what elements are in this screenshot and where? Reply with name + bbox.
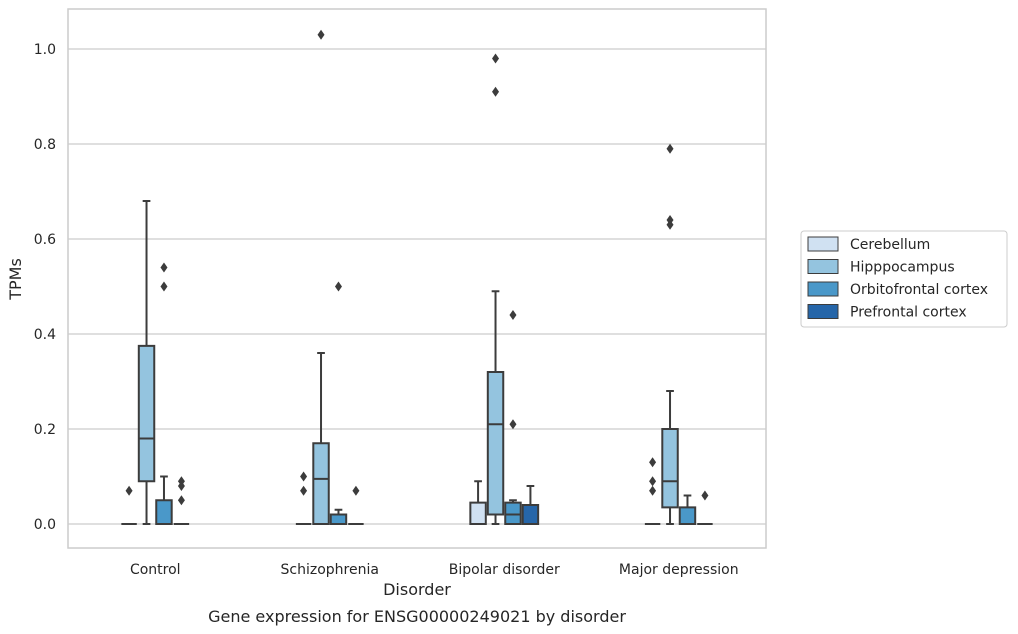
- legend-label: Prefrontal cortex: [850, 305, 967, 321]
- outlier-point: [317, 29, 325, 40]
- outlier-point: [492, 86, 500, 97]
- box-orbitofrontal-cortex: [678, 494, 697, 525]
- box-body: [312, 442, 330, 525]
- outlier-point: [125, 485, 133, 496]
- box-prefrontal-cortex: [697, 490, 713, 525]
- plot-frame: [67, 8, 767, 549]
- legend-frame: [800, 230, 1008, 328]
- legend-swatch: [807, 259, 839, 274]
- box-body: [504, 501, 522, 525]
- box-orbitofrontal-cortex: [155, 262, 173, 525]
- chart-caption: Gene expression for ENSG00000249021 by d…: [208, 607, 626, 626]
- outlier-point: [352, 485, 360, 496]
- outlier-point: [509, 310, 517, 320]
- box-body: [521, 504, 540, 525]
- outlier-point: [701, 490, 709, 501]
- x-axis-ticks: Control Schizophrenia Bipolar disorder Majo…: [130, 562, 739, 578]
- legend-label: Orbitofrontal cortex: [850, 282, 988, 298]
- box-hipppocampus: [661, 143, 679, 525]
- outlier-point: [334, 281, 342, 292]
- outlier-point: [177, 495, 185, 506]
- outlier-point: [177, 476, 185, 487]
- box-orbitofrontal-cortex: [504, 310, 522, 525]
- legend-swatch: [807, 236, 839, 252]
- box-series: [121, 29, 713, 525]
- legend-label: Hipppocampus: [850, 260, 955, 276]
- box-prefrontal-cortex: [348, 485, 364, 525]
- x-axis-label: Disorder: [383, 580, 451, 599]
- outlier-point: [492, 53, 500, 64]
- box-cerebellum: [644, 457, 661, 525]
- x-tick-label: Control: [130, 562, 181, 578]
- x-tick-label: Bipolar disorder: [449, 562, 560, 578]
- box-hipppocampus: [486, 53, 505, 525]
- legend-swatch: [807, 304, 839, 319]
- y-axis-ticks: 0.0 0.2 0.4 0.6 0.8 1.0: [34, 42, 56, 533]
- outlier-point: [649, 457, 657, 468]
- x-tick-label: Schizophrenia: [281, 562, 379, 578]
- legend: Cerebellum Hipppocampus Orbitofrontal cort…: [800, 230, 1008, 328]
- outlier-point: [509, 419, 517, 430]
- outlier-point: [300, 485, 308, 496]
- box-body: [469, 501, 487, 525]
- box-cerebellum: [121, 485, 137, 525]
- box-body: [486, 371, 505, 516]
- outlier-point: [666, 215, 674, 225]
- box-orbitofrontal-cortex: [329, 281, 348, 525]
- outlier-point: [300, 471, 308, 482]
- legend-swatch: [807, 281, 839, 297]
- box-body: [137, 344, 156, 483]
- y-tick-label: 0.8: [34, 137, 56, 153]
- legend-label: Cerebellum: [850, 237, 930, 253]
- box-body: [661, 428, 679, 509]
- outlier-point: [666, 143, 674, 154]
- y-tick-label: 0.2: [34, 422, 56, 438]
- outlier-point: [160, 281, 168, 292]
- box-hipppocampus: [312, 29, 330, 525]
- outlier-point: [649, 485, 657, 496]
- y-tick-label: 0.4: [34, 327, 56, 343]
- y-tick-label: 0.6: [34, 232, 56, 248]
- box-hipppocampus: [137, 200, 156, 525]
- box-body: [155, 499, 173, 525]
- box-cerebellum: [295, 471, 312, 525]
- x-tick-label: Major depression: [619, 562, 739, 578]
- outlier-point: [160, 262, 168, 273]
- y-tick-label: 1.0: [34, 42, 56, 58]
- y-tick-label: 0.0: [34, 517, 56, 533]
- box-prefrontal-cortex: [173, 476, 190, 525]
- box-body: [678, 506, 697, 525]
- box-cerebellum: [469, 480, 487, 525]
- box-body: [329, 513, 348, 525]
- y-axis-label: TPMs: [6, 258, 25, 301]
- outlier-point: [649, 476, 657, 487]
- box-prefrontal-cortex: [521, 485, 540, 525]
